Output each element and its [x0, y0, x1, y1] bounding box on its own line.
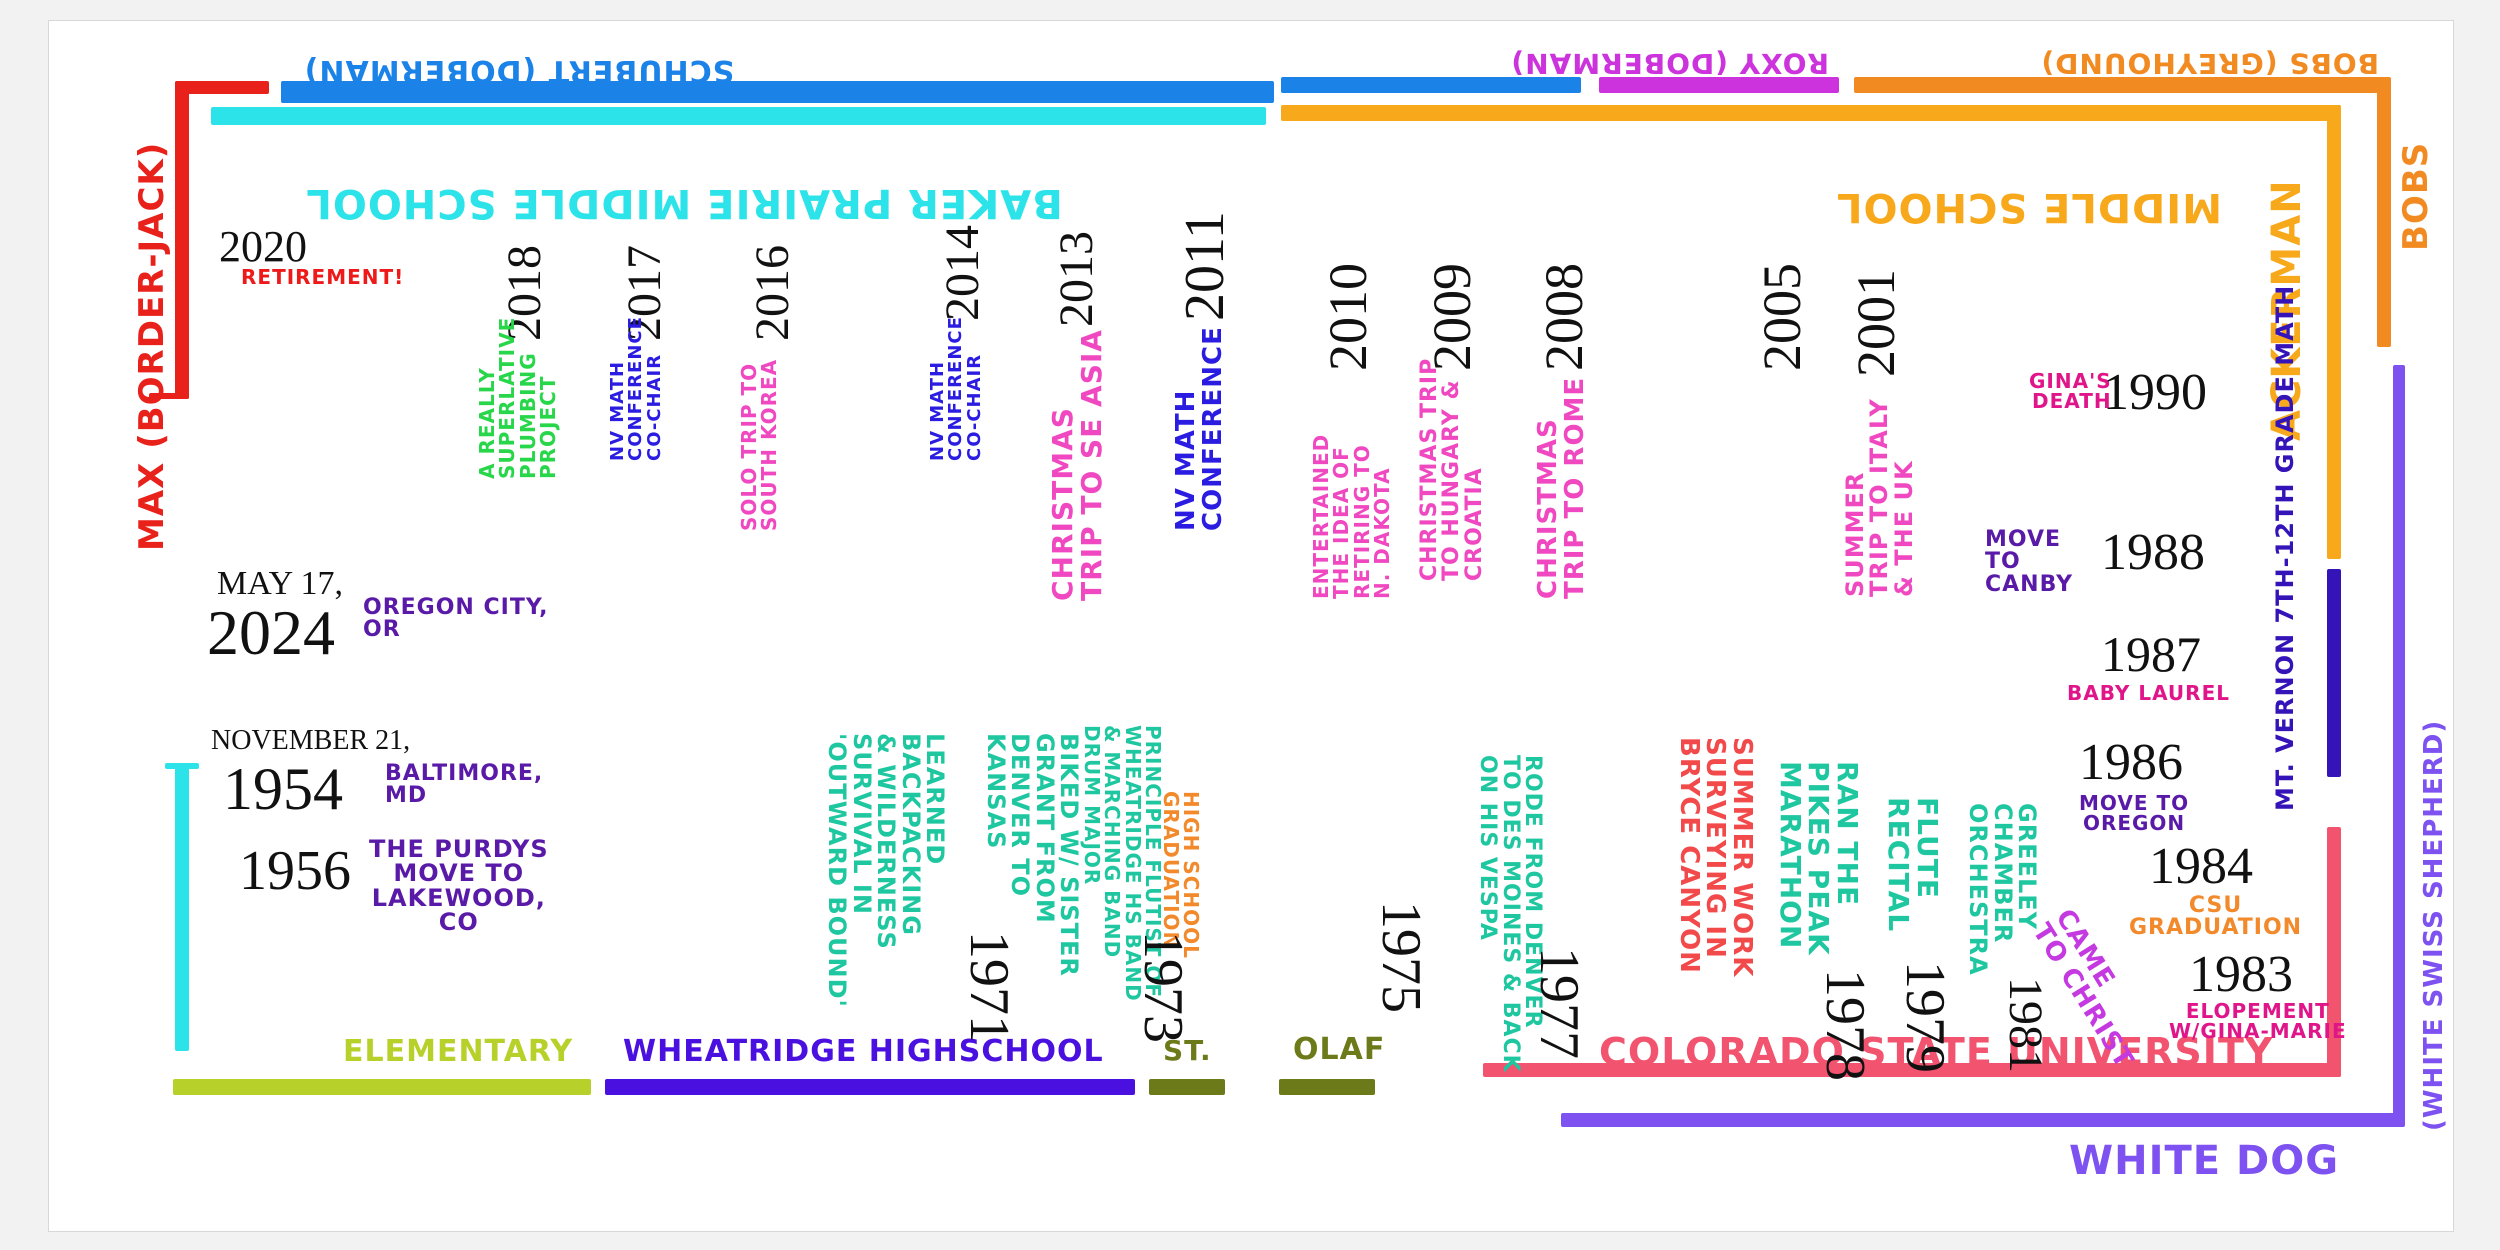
- event-year-2011: 2011: [1174, 211, 1236, 321]
- ackerman-bar-vertical: [2327, 105, 2341, 559]
- birth-year: 1954: [223, 756, 343, 822]
- olaf-bar: [1279, 1079, 1375, 1095]
- roxy-bar: [1599, 77, 1839, 93]
- event-label-2001: SUMMER TRIP TO ITALY & THE UK: [1841, 398, 1918, 597]
- birth-bar-vertical: [175, 763, 189, 1051]
- roxy-label: ROXY (DOBERMAN): [1510, 47, 1829, 80]
- retirement-label: RETIREMENT!: [241, 265, 405, 289]
- schubert-bar-2: [1281, 77, 1581, 93]
- max-label: MAX (BORDER-JACK): [132, 141, 172, 551]
- event-label-2016: SOLO TRIP TO SOUTH KOREA: [737, 358, 782, 531]
- white-dog-breed-label: (WHITE SWISS SHEPHERD): [2419, 719, 2449, 1131]
- white-dog-bar-vertical: [2393, 365, 2405, 1125]
- event-label-2014: NV MATH CONFERENCE CO-CHAIR: [927, 316, 985, 461]
- event-year-2005: 2005: [1752, 263, 1812, 371]
- elementary-bar: [173, 1079, 591, 1095]
- event-label-1984: CSU GRADUATION: [2129, 893, 2303, 941]
- event-year-2020: 2020: [219, 222, 307, 271]
- move-1956-label: THE PURDYS MOVE TO LAKEWOOD, CO: [369, 835, 549, 937]
- bobs-bar-top: [1854, 77, 2389, 93]
- event-year-2001: 2001: [1846, 269, 1906, 377]
- timeline-canvas: SCHUBERT (DOBERMAN) ROXY (DOBERMAN) BOBS…: [48, 20, 2454, 1232]
- mtvernon-label: MT. VERNON 7TH-12TH GRADE MATH: [2271, 284, 2299, 811]
- csu-label: COLORADO STATE UNIVERSITY: [1599, 1030, 2274, 1074]
- now-year: 2024: [207, 597, 335, 668]
- max-bar-foot: [149, 393, 189, 399]
- event-year-2014: 2014: [936, 225, 989, 321]
- schubert-bar: [281, 81, 1274, 103]
- bobs-bar-vertical: [2377, 77, 2391, 347]
- event-label-1990: GINA'S DEATH: [2029, 369, 2112, 414]
- st-bar: [1149, 1079, 1225, 1095]
- event-label-1978: RAN THE PIKES PEAK MARATHON: [1773, 761, 1864, 956]
- max-bar-vertical: [175, 81, 189, 399]
- csu-bar-bottom: [1483, 1063, 2341, 1077]
- event-label-1979: FLUTE RECITAL: [1882, 797, 1944, 933]
- event-label-2009: CHRISTMAS TRIP TO HUNGARY & CROATIA: [1417, 357, 1487, 581]
- csu-bar-vertical: [2327, 827, 2341, 1077]
- event-label-1971-outward: LEARNED BACKPACKING & WILDERNESS SURVIVA…: [823, 733, 949, 1008]
- event-year-1986: 1986: [2079, 734, 2183, 791]
- bobs-label: BOBS (GREYHOUND): [2040, 47, 2379, 80]
- event-year-1979: 1979: [1894, 961, 1956, 1073]
- ackerman-middle-label: MIDDLE SCHOOL: [1836, 184, 2222, 230]
- event-label-2013: CHRISTMAS TRIP TO SE ASIA: [1046, 329, 1108, 601]
- event-year-1990: 1990: [2103, 364, 2207, 421]
- event-label-1983: ELOPEMENT W/GINA-MARIE: [2169, 999, 2347, 1044]
- olaf-label: OLAF: [1293, 1032, 1386, 1067]
- move-1956-year: 1956: [239, 840, 351, 902]
- event-label-1986: MOVE TO OREGON: [2079, 791, 2190, 836]
- event-year-1973: 1973: [1132, 931, 1194, 1043]
- event-year-1977: 1977: [1528, 947, 1590, 1059]
- event-year-2013: 2013: [1050, 231, 1103, 327]
- white-dog-label: WHITE DOG: [2069, 1138, 2340, 1184]
- event-label-2018: A REALLY SUPERLATIVE PLUMBING PROJECT: [475, 316, 561, 479]
- event-year-1988: 1988: [2101, 524, 2205, 581]
- baker-bar: [211, 107, 1266, 125]
- now-place: OREGON CITY, OR: [363, 595, 549, 643]
- wheatridge-label: WHEATRIDGE HIGHSCHOOL: [623, 1034, 1104, 1069]
- elementary-label: ELEMENTARY: [343, 1034, 574, 1069]
- mtvernon-bar: [2327, 569, 2341, 777]
- wheatridge-bar: [605, 1079, 1135, 1095]
- white-dog-bar-bottom: [1561, 1113, 2405, 1127]
- event-label-2010: ENTERTAINED THE IDEA OF RETIRING TO N. D…: [1309, 433, 1395, 599]
- event-label-2011: NV MATH CONFERENCE: [1171, 326, 1228, 531]
- event-year-2010: 2010: [1318, 263, 1378, 371]
- baker-label: BAKER PRAIRIE MIDDLE SCHOOL: [305, 180, 1063, 226]
- event-label-1988: MOVE TO CANBY: [1985, 527, 2074, 597]
- event-year-2009: 2009: [1422, 263, 1482, 371]
- st-label: ST.: [1163, 1034, 1212, 1067]
- event-label-2017: NV MATH CONFERENCE CO-CHAIR: [607, 316, 665, 461]
- event-label-biked: BIKED W/ SISTER GRANT FROM DENVER TO KAN…: [981, 733, 1083, 977]
- schubert-label: SCHUBERT (DOBERMAN): [303, 53, 735, 88]
- birth-bar-cap: [165, 763, 199, 769]
- event-year-1981: 1981: [1999, 977, 2052, 1073]
- event-label-bryce: SUMMER WORK SURVEYING IN BRYCE CANYON: [1673, 737, 1757, 978]
- max-bar-top: [175, 81, 269, 94]
- event-year-2008: 2008: [1534, 263, 1594, 371]
- birth-date: NOVEMBER 21,: [211, 725, 411, 756]
- event-year-2016: 2016: [746, 245, 799, 341]
- ackerman-bar-top: [1281, 105, 2341, 121]
- event-label-2008: CHRISTMAS TRIP TO ROME: [1533, 376, 1590, 599]
- event-year-1975: 1975: [1370, 901, 1432, 1013]
- event-label-1987: BABY LAUREL: [2067, 681, 2230, 705]
- event-year-1984: 1984: [2149, 838, 2253, 895]
- bobs-side-label: BOBS: [2396, 141, 2436, 251]
- event-year-1978: 1978: [1814, 969, 1876, 1081]
- event-year-1987: 1987: [2101, 626, 2201, 682]
- event-year-1983: 1983: [2189, 946, 2293, 1003]
- now-date: MAY 17,: [217, 565, 343, 602]
- event-label-1981: GREELEY CHAMBER ORCHESTRA: [1964, 803, 2041, 976]
- birth-place: BALTIMORE, MD: [385, 761, 544, 809]
